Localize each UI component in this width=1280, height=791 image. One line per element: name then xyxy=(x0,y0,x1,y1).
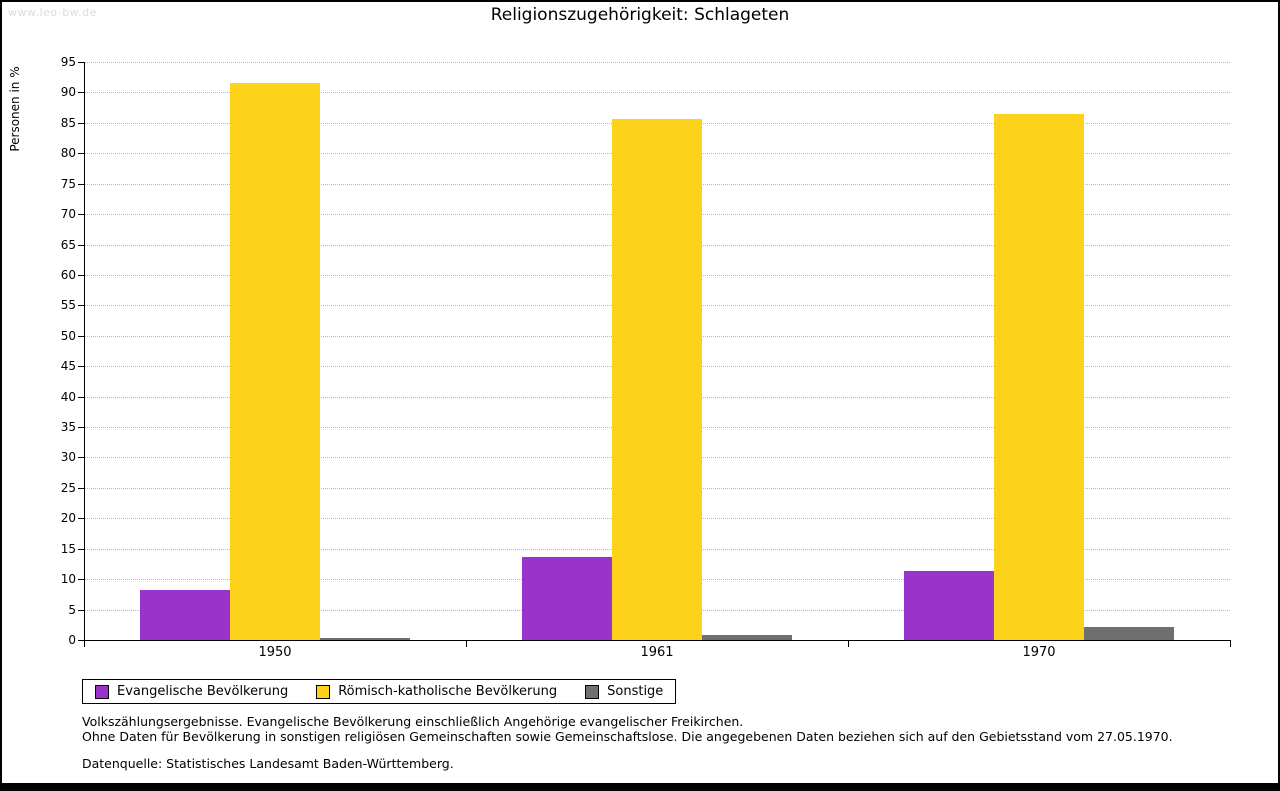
y-tick xyxy=(78,427,84,429)
y-tick-label: 50 xyxy=(60,328,76,343)
legend-label: Evangelische Bevölkerung xyxy=(117,684,289,699)
y-tick xyxy=(78,92,84,94)
y-tick-label: 65 xyxy=(60,237,76,252)
bar-1970-3 xyxy=(1084,626,1174,640)
legend-label: Sonstige xyxy=(607,684,664,699)
x-tick xyxy=(848,641,849,647)
y-axis-line xyxy=(84,62,85,641)
y-tick-label: 25 xyxy=(60,480,76,495)
legend-label: Römisch-katholische Bevölkerung xyxy=(338,684,558,699)
legend-item: Sonstige xyxy=(585,684,663,699)
y-tick-label: 85 xyxy=(60,115,76,130)
y-tick xyxy=(78,579,84,581)
bar-1961-1 xyxy=(522,556,612,640)
y-tick xyxy=(78,487,84,489)
y-tick-label: 0 xyxy=(68,633,76,647)
x-tick-label: 1961 xyxy=(640,645,674,660)
y-axis-title: Personen in % xyxy=(8,66,22,152)
y-tick-label: 90 xyxy=(60,85,76,100)
y-tick-label: 70 xyxy=(60,207,76,222)
bar-1961-3 xyxy=(702,635,792,640)
y-tick xyxy=(78,122,84,124)
y-tick-label: 35 xyxy=(60,420,76,435)
legend-swatch xyxy=(95,684,109,699)
x-tick-label: 1970 xyxy=(1022,645,1056,660)
y-tick xyxy=(78,62,84,63)
y-tick xyxy=(78,274,84,276)
y-tick xyxy=(78,457,84,459)
y-tick xyxy=(78,214,84,216)
bar-1950-1 xyxy=(140,589,230,640)
legend-swatch xyxy=(585,684,600,699)
legend-item: Evangelische Bevölkerung xyxy=(95,684,288,699)
data-source: Datenquelle: Statistisches Landesamt Bad… xyxy=(82,756,454,771)
legend: Evangelische Bevölkerung Römisch-katholis… xyxy=(82,679,677,704)
y-tick-label: 45 xyxy=(60,359,76,374)
x-tick-label: 1950 xyxy=(258,645,292,660)
bar-1961-2 xyxy=(612,118,702,640)
footnote-line: Ohne Daten für Bevölkerung in sonstigen … xyxy=(82,729,1173,744)
x-tick xyxy=(466,641,467,647)
watermark: www.leo-bw.de xyxy=(8,6,97,19)
y-tick xyxy=(78,640,84,641)
y-tick xyxy=(78,518,84,520)
bar-1970-2 xyxy=(994,114,1084,640)
y-tick xyxy=(78,305,84,307)
y-tick xyxy=(78,335,84,337)
legend-swatch xyxy=(316,684,331,699)
y-tick-label: 80 xyxy=(60,146,76,161)
plot-area xyxy=(84,62,1230,640)
y-tick xyxy=(78,153,84,155)
bar-1970-1 xyxy=(904,570,994,640)
y-tick-label: 75 xyxy=(60,176,76,191)
chart-title: Religionszugehörigkeit: Schlageten xyxy=(490,5,790,25)
y-tick xyxy=(78,183,84,185)
y-tick-label: 5 xyxy=(68,602,76,617)
y-tick-label: 40 xyxy=(60,389,76,404)
y-tick-label: 15 xyxy=(60,541,76,556)
bar-1950-3 xyxy=(320,638,410,640)
y-tick-label: 55 xyxy=(60,298,76,313)
gridline xyxy=(84,92,1230,94)
bar-1950-2 xyxy=(230,83,320,640)
x-tick xyxy=(1230,641,1231,647)
x-tick xyxy=(84,641,85,647)
y-tick xyxy=(78,548,84,550)
y-tick-label: 20 xyxy=(60,511,76,526)
footnotes: Volkszählungsergebnisse. Evangelische Be… xyxy=(82,714,1173,771)
y-tick-label: 10 xyxy=(60,572,76,587)
gridline xyxy=(84,62,1230,63)
y-tick-label: 95 xyxy=(60,55,76,69)
legend-item: Römisch-katholische Bevölkerung xyxy=(316,684,557,699)
x-axis-line xyxy=(84,640,1231,641)
y-tick xyxy=(78,244,84,246)
footnote-line: Volkszählungsergebnisse. Evangelische Be… xyxy=(82,714,744,729)
y-tick xyxy=(78,609,84,611)
y-tick xyxy=(78,366,84,368)
y-tick-label: 30 xyxy=(60,450,76,465)
y-tick xyxy=(78,396,84,398)
y-tick-label: 60 xyxy=(60,267,76,282)
